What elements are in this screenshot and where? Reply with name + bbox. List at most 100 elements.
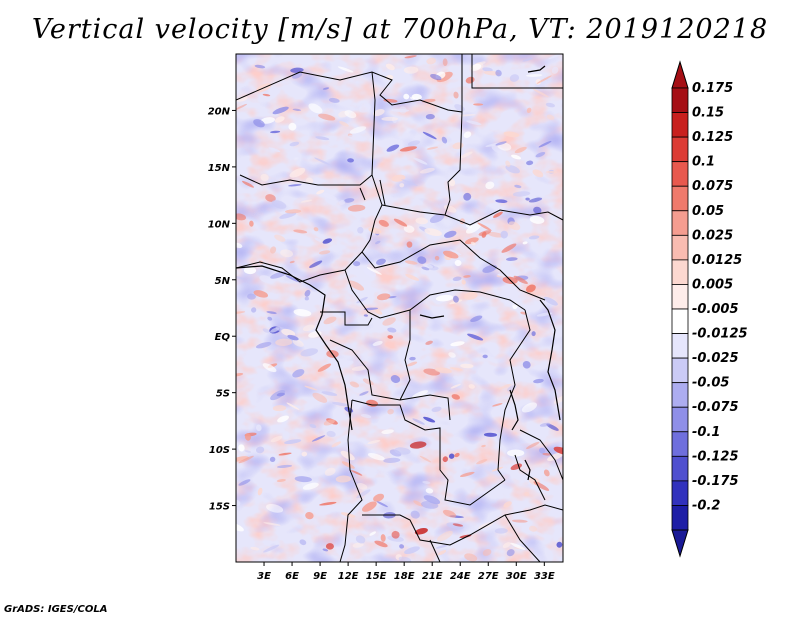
lon-tick-label: 18E — [394, 571, 415, 582]
colorbar-bin — [671, 185, 689, 212]
field-patch — [443, 205, 457, 213]
colorbar-label: 0.125 — [692, 130, 733, 145]
field-patch — [503, 131, 520, 138]
field-patch — [542, 452, 552, 456]
field-patch — [387, 535, 404, 542]
colorbar-bin — [671, 234, 689, 261]
field-patch — [448, 453, 455, 459]
field-patch — [487, 231, 504, 238]
field-patch — [309, 423, 317, 429]
field-patch — [262, 363, 277, 373]
colorbar-top-arrow — [671, 60, 689, 89]
field-patch — [528, 197, 543, 203]
field-patch — [285, 275, 302, 283]
field-patch — [352, 261, 361, 267]
field-patch — [463, 131, 472, 138]
field-patch — [453, 91, 459, 99]
field-patch — [326, 430, 336, 437]
field-patch — [271, 200, 287, 209]
field-patch — [275, 338, 293, 347]
field-patch — [387, 327, 397, 333]
lon-tick-label: 30E — [506, 571, 527, 582]
field-patch — [459, 151, 473, 159]
field-patch — [501, 243, 517, 253]
field-patch — [294, 476, 312, 483]
field-patch — [366, 267, 382, 275]
field-patch — [236, 499, 241, 507]
field-patch — [238, 479, 251, 486]
field-patch — [463, 275, 471, 278]
field-patch — [512, 282, 520, 287]
field-patch — [319, 501, 337, 506]
field-patch — [422, 131, 437, 140]
field-patch — [543, 296, 558, 306]
lat-tick-label: 5N — [215, 276, 231, 287]
field-patch — [511, 154, 522, 160]
lon-tick-label: 33E — [534, 571, 555, 582]
field-patch — [461, 279, 466, 285]
field-patch — [538, 140, 552, 148]
field-patch — [300, 348, 319, 357]
field-patch — [378, 219, 389, 227]
field-patch — [236, 522, 244, 532]
field-patch — [291, 71, 303, 79]
field-patch — [255, 342, 272, 349]
colorbar-bin — [671, 308, 689, 334]
colorbar-label: 0.0125 — [692, 253, 742, 268]
field-patch — [533, 481, 550, 491]
field-patch — [260, 117, 275, 124]
field-patch — [481, 444, 486, 448]
field-patch — [524, 491, 530, 497]
lon-tick-label: 12E — [338, 571, 359, 582]
field-patch — [254, 64, 266, 69]
field-patch — [301, 451, 308, 457]
field-patch — [369, 531, 377, 536]
field-patch — [526, 107, 532, 113]
field-patch — [533, 206, 542, 214]
field-patch — [391, 530, 400, 539]
field-patch — [263, 544, 280, 553]
field-patch — [356, 296, 368, 304]
field-patch — [522, 361, 531, 369]
field-patch — [460, 363, 474, 369]
field-patch — [272, 405, 287, 412]
field-patch — [528, 235, 540, 240]
field-patch — [376, 293, 391, 301]
field-patch — [421, 266, 430, 271]
field-patch — [417, 256, 427, 264]
field-patch — [399, 183, 405, 188]
field-patch — [280, 249, 294, 258]
field-patch — [367, 453, 385, 461]
field-patch — [441, 136, 448, 144]
field-patch — [520, 311, 527, 315]
field-patch — [531, 331, 536, 337]
colorbar-label: 0.05 — [692, 204, 724, 219]
field-patch — [404, 260, 418, 265]
field-patch — [464, 237, 479, 245]
colorbar-label: 0.025 — [692, 228, 733, 243]
field-patch — [454, 452, 460, 458]
field-patch — [454, 259, 462, 267]
lon-tick-label: 15E — [366, 571, 387, 582]
field-patch — [289, 260, 295, 264]
lat-tick-label: 20N — [208, 106, 231, 117]
field-patch — [332, 402, 350, 407]
field-patch — [505, 160, 511, 167]
field-patch — [435, 294, 454, 302]
field-patch — [363, 314, 368, 317]
lat-tick-label: 15N — [208, 163, 231, 174]
field-patch — [236, 103, 248, 111]
field-patch — [328, 97, 340, 103]
colorbar-bin — [671, 431, 689, 457]
field-patch — [495, 141, 507, 146]
field-patch — [495, 69, 502, 77]
field-patch — [362, 501, 377, 512]
field-patch — [348, 134, 366, 142]
field-patch — [243, 266, 257, 275]
field-patch — [274, 116, 285, 123]
field-patch — [495, 199, 508, 203]
field-patch — [390, 375, 401, 384]
field-patch — [265, 194, 276, 202]
colorbar: 0.175 0.15 0.125 0.1 0.075 0.05 0.025 0.0125 0.0… — [671, 60, 748, 558]
colorbar-label: -0.2 — [692, 498, 720, 513]
